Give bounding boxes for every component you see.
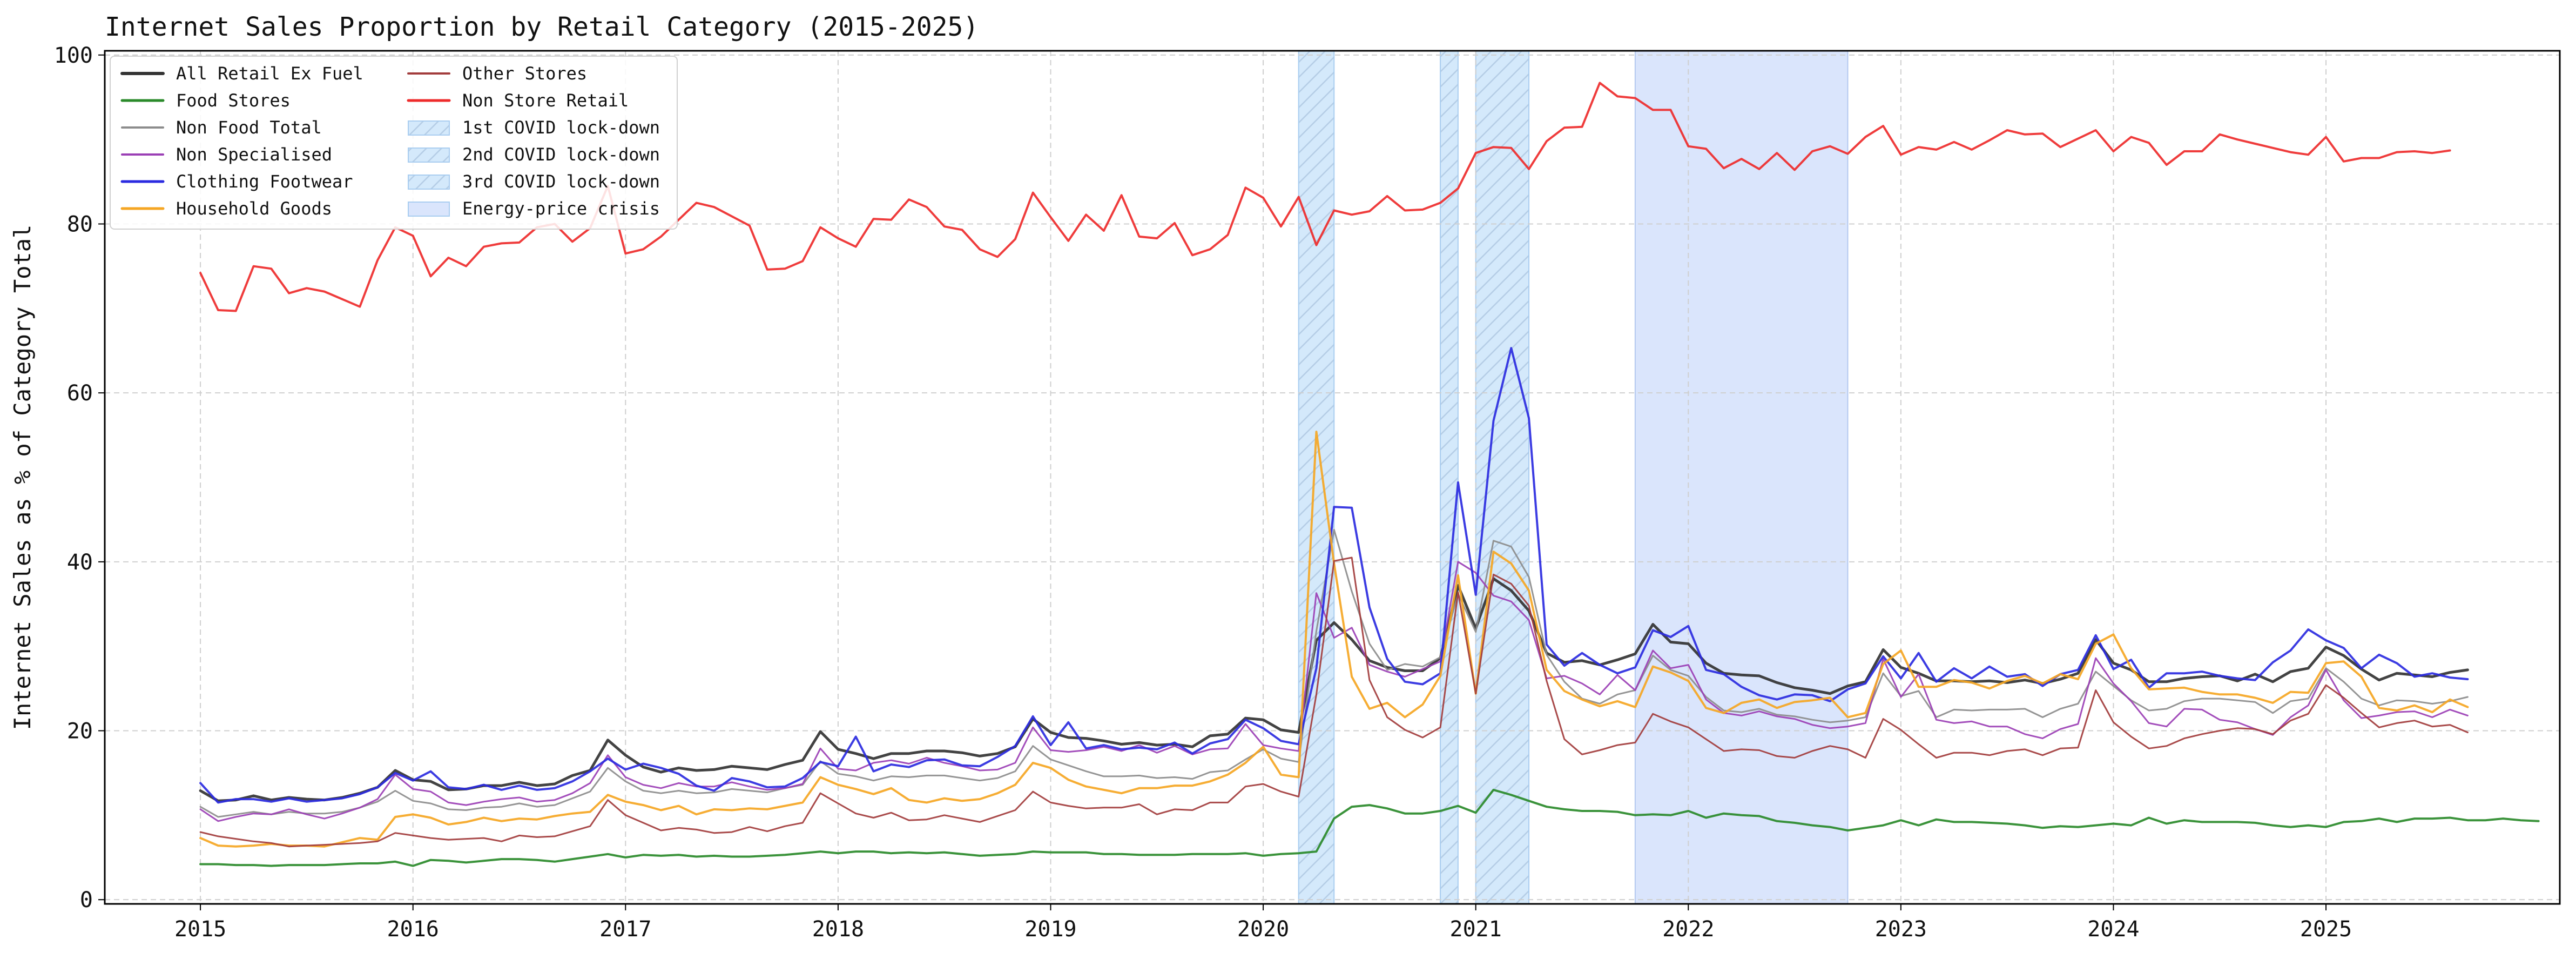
shaded-periods bbox=[1298, 50, 1849, 904]
legend-swatch-patch bbox=[408, 175, 450, 190]
series-line-clothing-footwear bbox=[199, 347, 2469, 804]
legend-label: Energy-price crisis bbox=[462, 198, 660, 219]
legend: All Retail Ex Fuel Food Stores Non Food To… bbox=[110, 56, 678, 230]
legend-label: Non Store Retail bbox=[462, 90, 629, 111]
legend-label: Household Goods bbox=[176, 198, 332, 219]
shaded-period-4 bbox=[1634, 50, 1849, 904]
series-line-non-store-retail bbox=[199, 82, 2451, 312]
chart-title: Internet Sales Proportion by Retail Cate… bbox=[105, 12, 979, 42]
series-line-other-stores bbox=[199, 556, 2469, 848]
legend-label: All Retail Ex Fuel bbox=[176, 63, 363, 84]
shaded-period-3 bbox=[1475, 50, 1530, 904]
x-tick-label: 2022 bbox=[1662, 917, 1714, 942]
legend-label: Other Stores bbox=[462, 63, 587, 84]
y-tick-label: 0 bbox=[80, 888, 93, 913]
series-line-food-stores bbox=[199, 788, 2540, 867]
series-lines bbox=[199, 82, 2540, 867]
legend-label: 3rd COVID lock-down bbox=[462, 171, 660, 192]
x-tick-label: 2024 bbox=[2087, 917, 2139, 942]
axis-ticks: 2015 2016 2017 2018 2019 2020 2021 2022 2023 2024… bbox=[54, 43, 2352, 942]
shaded-period-2 bbox=[1440, 50, 1459, 904]
legend-swatch-patch bbox=[408, 120, 450, 136]
x-tick-label: 2019 bbox=[1024, 917, 1076, 942]
legend-box bbox=[110, 56, 678, 230]
legend-label: Non Food Total bbox=[176, 117, 322, 138]
x-tick-label: 2021 bbox=[1450, 917, 1502, 942]
y-tick-label: 100 bbox=[54, 43, 93, 68]
legend-label: Non Specialised bbox=[176, 144, 332, 165]
legend-label: 2nd COVID lock-down bbox=[462, 144, 660, 165]
x-tick-label: 2025 bbox=[2300, 917, 2352, 942]
series-line-all-retail-ex-fuel bbox=[199, 577, 2469, 802]
x-tick-label: 2017 bbox=[599, 917, 651, 942]
grid bbox=[105, 51, 2560, 904]
x-tick-label: 2015 bbox=[174, 917, 226, 942]
y-axis-label: Internet Sales as % of Category Total bbox=[9, 225, 36, 730]
legend-swatch-patch bbox=[408, 147, 450, 163]
shaded-period-1 bbox=[1298, 50, 1335, 904]
series-line-non-specialised bbox=[199, 561, 2469, 822]
x-tick-label: 2018 bbox=[812, 917, 864, 942]
plot-frame bbox=[104, 50, 2561, 905]
legend-label: Clothing Footwear bbox=[176, 171, 353, 192]
y-tick-label: 80 bbox=[67, 212, 93, 237]
y-tick-label: 20 bbox=[67, 719, 93, 744]
x-tick-label: 2020 bbox=[1237, 917, 1289, 942]
x-tick-label: 2016 bbox=[387, 917, 439, 942]
legend-label: Food Stores bbox=[176, 90, 291, 111]
legend-label: 1st COVID lock-down bbox=[462, 117, 660, 138]
x-tick-label: 2023 bbox=[1875, 917, 1927, 942]
y-tick-label: 60 bbox=[67, 381, 93, 406]
legend-swatch-patch bbox=[408, 202, 450, 217]
y-tick-label: 40 bbox=[67, 550, 93, 575]
